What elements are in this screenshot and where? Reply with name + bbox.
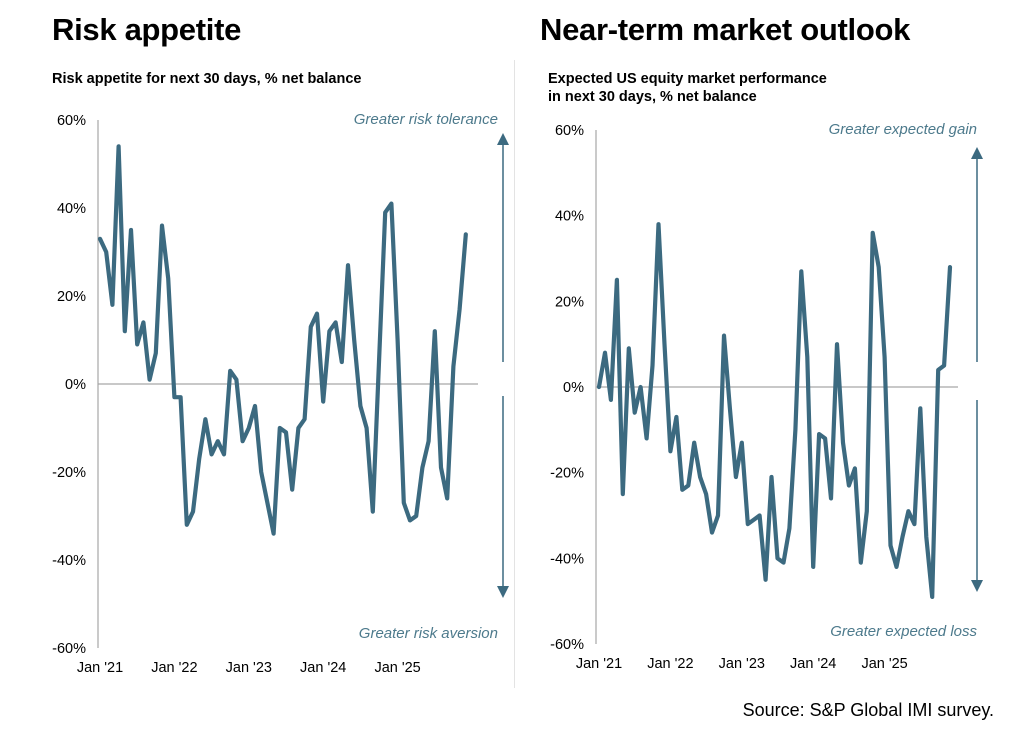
risk-annotation-top: Greater risk tolerance: [354, 111, 498, 128]
outlook-y-tick-label: 60%: [555, 123, 584, 139]
risk-x-tick-label: Jan '23: [226, 660, 272, 676]
outlook-y-tick-label: 40%: [555, 209, 584, 225]
risk-x-tick-label: Jan '25: [374, 660, 420, 676]
right-panel-subtitle: Expected US equity market performance in…: [548, 70, 827, 106]
risk-y-tick-label: -60%: [52, 641, 86, 657]
outlook-y-tick-label: -20%: [550, 466, 584, 482]
outlook-down-arrow-head: [971, 580, 983, 592]
risk-y-tick-label: -40%: [52, 553, 86, 569]
right-panel-subtitle-line1: Expected US equity market performance: [548, 71, 827, 87]
risk-y-tick-label: 20%: [57, 289, 86, 305]
outlook-y-tick-label: 0%: [563, 380, 584, 396]
risk-y-tick-label: -20%: [52, 465, 86, 481]
outlook-x-tick-label: Jan '22: [647, 656, 693, 672]
outlook-annotation-top: Greater expected gain: [829, 121, 977, 138]
risk-series-line: [97, 144, 468, 536]
outlook-x-tick-label: Jan '23: [719, 656, 765, 672]
risk-x-tick-label: Jan '24: [300, 660, 346, 676]
panel-divider: [514, 60, 515, 688]
risk-down-arrow-head: [497, 586, 509, 598]
left-panel-subtitle: Risk appetite for next 30 days, % net ba…: [52, 71, 362, 87]
outlook-y-tick-label: -60%: [550, 637, 584, 653]
risk-x-tick-label: Jan '21: [77, 660, 123, 676]
outlook-up-arrow-head: [971, 147, 983, 159]
risk-y-tick-label: 60%: [57, 113, 86, 129]
risk-y-tick-label: 0%: [65, 377, 86, 393]
risk-up-arrow-head: [497, 133, 509, 145]
right-panel-subtitle-line2: in next 30 days, % net balance: [548, 89, 757, 105]
right-panel-title: Near-term market outlook: [540, 12, 911, 47]
outlook-annotation-bottom: Greater expected loss: [830, 623, 977, 640]
risk-annotation-bottom: Greater risk aversion: [359, 625, 498, 642]
outlook-x-tick-label: Jan '25: [861, 656, 907, 672]
source-note: Source: S&P Global IMI survey.: [742, 700, 994, 720]
outlook-y-tick-label: 20%: [555, 294, 584, 310]
outlook-series-line: [596, 222, 953, 600]
left-panel-title: Risk appetite: [52, 12, 242, 47]
outlook-x-tick-label: Jan '21: [576, 656, 622, 672]
outlook-y-tick-label: -40%: [550, 551, 584, 567]
risk-y-tick-label: 40%: [57, 201, 86, 217]
outlook-x-tick-label: Jan '24: [790, 656, 836, 672]
risk-x-tick-label: Jan '22: [151, 660, 197, 676]
